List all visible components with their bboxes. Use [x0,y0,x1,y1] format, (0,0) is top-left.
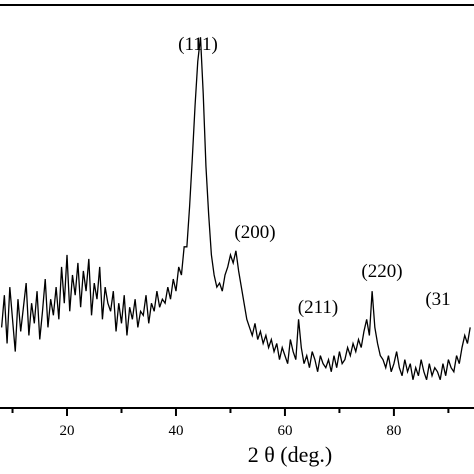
x-axis-label: 2 θ (deg.) [248,442,332,467]
peak-label: (211) [298,297,338,318]
peak-label: (31 [425,289,450,310]
x-tick-label: 80 [386,423,401,439]
x-tick-label: 20 [60,423,75,439]
x-tick-label: 40 [168,423,183,439]
x-tick-label: 60 [277,423,292,439]
xrd-line [0,37,471,380]
peak-label: (200) [234,222,275,243]
peak-label: (220) [361,261,402,282]
peak-label: (111) [178,34,218,55]
